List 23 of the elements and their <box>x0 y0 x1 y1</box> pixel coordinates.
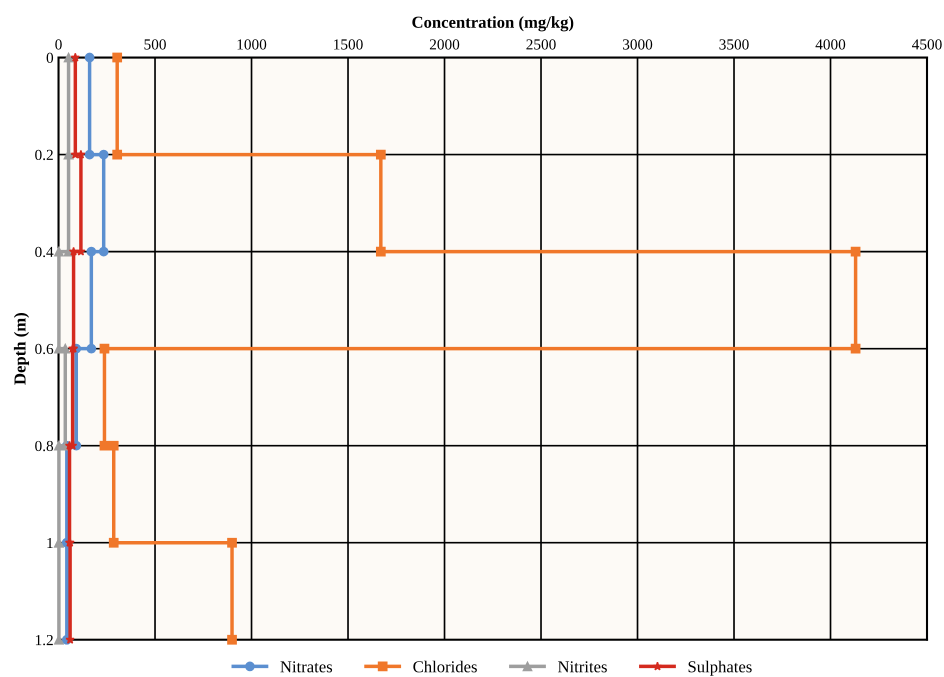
y-tick-label: 0.8 <box>35 440 54 452</box>
legend-label: Nitrates <box>280 661 332 672</box>
x-tick-label: 4000 <box>816 39 846 50</box>
y-tick-label: 1.2 <box>36 634 53 646</box>
y-tick-label: 0.6 <box>35 344 54 354</box>
x-tick-label: 2000 <box>430 39 460 50</box>
y-axis-title: Depth (m) <box>14 313 30 385</box>
x-tick-label: 4500 <box>912 39 942 50</box>
x-tick-label: 1500 <box>334 39 363 50</box>
x-tick-label: 500 <box>144 39 166 50</box>
y-tick-label: 0 <box>46 52 54 63</box>
y-tick-label: 0.2 <box>35 150 53 160</box>
y-tick-label: 1 <box>47 538 53 548</box>
x-axis-title: Concentration (mg/kg) <box>412 16 574 32</box>
legend-label: Chlorides <box>413 660 477 672</box>
y-tick-label: 0.4 <box>35 246 54 258</box>
legend-label: Sulphates <box>688 660 752 676</box>
x-tick-label: 3000 <box>622 39 652 50</box>
x-tick-label: 1000 <box>238 39 266 50</box>
x-tick-label: 2500 <box>526 39 556 50</box>
x-tick-label: 3500 <box>719 39 749 50</box>
legend-label: Nitrites <box>558 661 607 672</box>
x-tick-label: 0 <box>55 39 62 50</box>
